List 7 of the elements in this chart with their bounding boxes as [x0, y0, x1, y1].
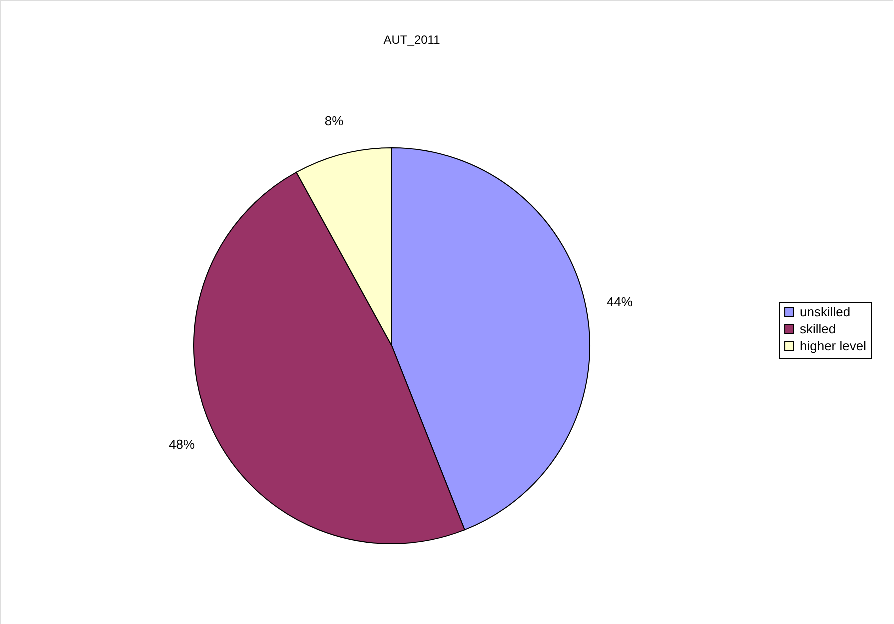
data-label: 8% — [324, 113, 344, 128]
data-label: 44% — [606, 294, 634, 310]
data-label: 48% — [169, 436, 196, 452]
chart-title: AUT_2011 — [384, 33, 441, 47]
legend-label: higher level — [800, 338, 867, 354]
legend-label: skilled — [800, 322, 836, 336]
legend-label: unskilled — [800, 304, 851, 320]
